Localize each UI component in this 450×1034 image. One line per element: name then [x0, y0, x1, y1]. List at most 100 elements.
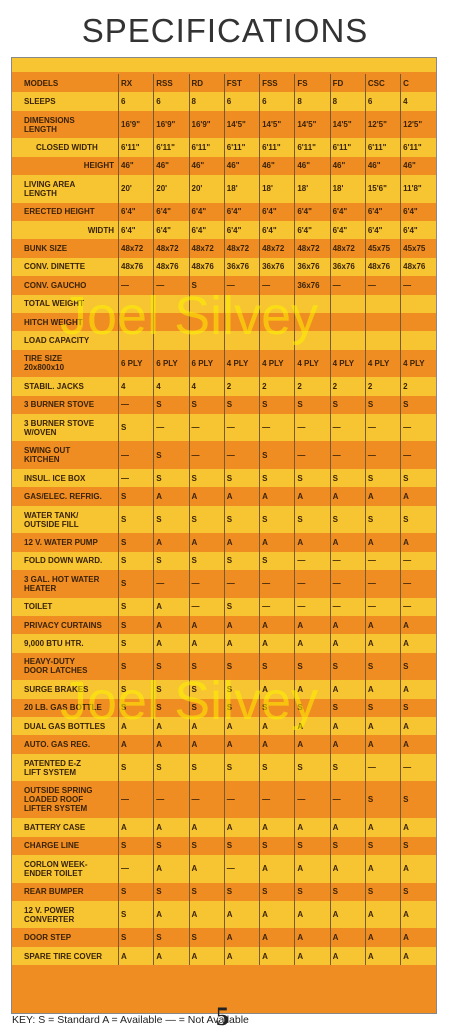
spec-cell: S [329, 753, 366, 782]
spec-cell: 4 [400, 92, 436, 111]
spec-cell: — [259, 597, 295, 616]
spec-cell: S [117, 615, 154, 635]
spec-cell: 2 [364, 377, 401, 396]
spec-cell: A [117, 946, 154, 966]
spec-cell [117, 294, 154, 313]
spec-cell: A [153, 615, 190, 635]
row-label: CONV. DINETTE [24, 262, 86, 272]
spec-cell: A [294, 680, 331, 699]
spec-cell: S [259, 652, 295, 681]
spec-cell: 11'8" [400, 175, 436, 203]
row-label: 20 LB. GAS BOTTLE [24, 703, 102, 713]
row-label: 12 V. WATER PUMP [24, 537, 98, 547]
spec-cell: — [153, 276, 190, 295]
spec-cell: A [400, 716, 436, 736]
spec-cell: S [259, 505, 295, 534]
spec-cell: 6'4" [364, 202, 401, 221]
spec-cell: S [400, 698, 436, 717]
row-label: CLOSED WIDTH [36, 142, 98, 152]
spec-row: CONV. GAUCHO — — S — —36x76— — — [12, 276, 436, 295]
spec-cell: S [294, 468, 331, 488]
spec-cell: A [259, 735, 295, 754]
spec-table: MODELS RX RSS RD FST FSS FS FD CSC C SLEEPS 6 6 8 6 6 8 8… [12, 74, 436, 966]
spec-cell: S [259, 882, 295, 901]
spec-cell: S [329, 468, 366, 488]
spec-cell: 6'4" [117, 220, 154, 240]
spec-cell [223, 312, 260, 332]
spec-cell: A [329, 735, 366, 754]
row-label: SURGE BRAKES [24, 684, 89, 694]
row-label: 3 GAL. HOT WATER HEATER [24, 574, 100, 593]
row-label: LOAD CAPACITY [24, 335, 90, 345]
spec-cell: — [364, 551, 401, 571]
spec-cell [400, 294, 436, 313]
spec-cell: S [223, 680, 260, 699]
spec-cell: S [117, 597, 154, 616]
spec-row: DOOR STEP S S S A A A A A A [12, 928, 436, 947]
spec-cell: 36x76 [294, 276, 331, 295]
spec-cell: 36x76 [294, 257, 331, 277]
spec-cell: S [400, 652, 436, 681]
spec-cell: A [329, 634, 366, 653]
spec-cell [364, 331, 401, 350]
spec-cell: — [364, 276, 401, 295]
spec-row: FOLD DOWN WARD. S S S S S — — — — [12, 551, 436, 571]
row-label: SLEEPS [24, 97, 56, 107]
spec-cell: A [400, 855, 436, 883]
spec-row: STABIL. JACKS 4 4 4 2 2 2 2 2 2 [12, 377, 436, 396]
spec-cell: A [223, 900, 260, 929]
spec-cell: A [294, 900, 331, 929]
spec-cell: 48x72 [329, 239, 366, 258]
spec-cell: 18' [259, 175, 295, 203]
spec-cell: — [364, 753, 401, 782]
spec-cell: 48x76 [188, 257, 225, 277]
spec-cell: S [294, 652, 331, 681]
spec-cell: S [117, 551, 154, 571]
row-label: ERECTED HEIGHT [24, 207, 95, 217]
spec-cell: 6'4" [400, 202, 436, 221]
row-label: TOTAL WEIGHT [24, 299, 84, 309]
spec-table-frame: MODELS RX RSS RD FST FSS FS FD CSC C SLEEPS 6 6 8 6 6 8 8… [11, 57, 437, 1014]
row-label: 9,000 BTU HTR. [24, 639, 84, 648]
spec-cell: S [223, 652, 260, 681]
spec-cell: 14'5" [259, 110, 295, 139]
spec-row: 3 BURNER STOVE — S S S S S S S S [12, 395, 436, 414]
spec-cell: 12'5" [364, 110, 401, 139]
spec-cell: S [153, 468, 190, 488]
spec-cell [364, 294, 401, 313]
spec-row: DIMENSIONS LENGTH 16'9" 16'9" 16'9" 14'5" 14'… [12, 110, 436, 139]
spec-cell: S [329, 836, 366, 856]
spec-cell: S [188, 753, 225, 782]
spec-cell: A [294, 634, 331, 653]
spec-cell: S [188, 882, 225, 901]
row-label: TOILET [24, 602, 53, 612]
spec-row: GAS/ELEC. REFRIG. S A A A A A A A A [12, 487, 436, 506]
spec-cell: A [259, 855, 295, 883]
spec-cell: — [329, 276, 366, 295]
spec-row: OUTSIDE SPRING LOADED ROOF LIFTER SYSTEM… [12, 781, 436, 819]
spec-cell: 6'4" [400, 220, 436, 240]
spec-cell: S [153, 441, 190, 469]
spec-cell: A [223, 615, 260, 635]
column-header: FS [294, 74, 331, 93]
spec-cell: A [364, 818, 401, 837]
header-row: MODELS RX RSS RD FST FSS FS FD CSC C [12, 74, 436, 93]
spec-cell: — [223, 570, 260, 598]
spec-cell: — [400, 441, 436, 469]
spec-cell: 6'4" [153, 202, 190, 221]
spec-cell: A [188, 855, 225, 883]
spec-row: WATER TANK/ OUTSIDE FILL S S S S S S S S S [12, 505, 436, 534]
spec-cell [294, 331, 331, 350]
spec-cell [400, 312, 436, 332]
spec-row: ERECTED HEIGHT 6'4" 6'4" 6'4" 6'4" 6'4" 6'4" 6'… [12, 202, 436, 221]
spec-cell: 4 PLY [400, 349, 436, 378]
spec-cell: 6'4" [153, 220, 190, 240]
spec-cell: 6'4" [329, 220, 366, 240]
spec-cell: 4 PLY [364, 349, 401, 378]
spec-cell: S [188, 468, 225, 488]
spec-cell: — [294, 413, 331, 442]
spec-cell: 48x76 [400, 257, 436, 277]
spec-cell: A [400, 928, 436, 947]
spec-row: LOAD CAPACITY [12, 331, 436, 350]
row-label: SWING OUT KITCHEN [24, 446, 71, 465]
